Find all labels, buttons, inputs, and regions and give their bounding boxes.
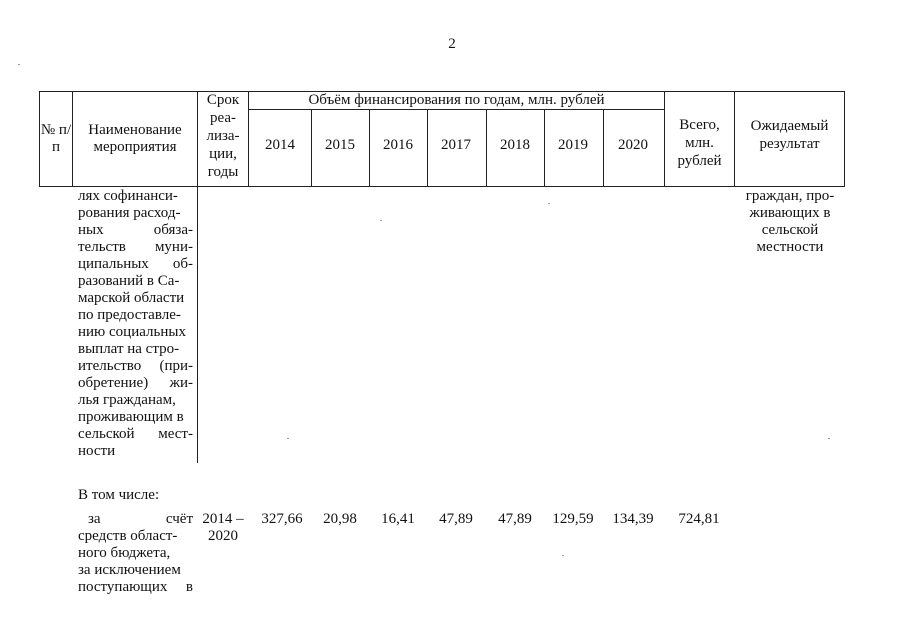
table-divider (486, 109, 487, 187)
header-year: 2016 (383, 137, 413, 153)
row2-value: 327,66 (261, 511, 303, 527)
header-year: 2015 (325, 137, 355, 153)
table-divider (197, 91, 198, 463)
table-border-top (39, 91, 845, 92)
table-divider (72, 91, 73, 187)
table-border-right (844, 91, 845, 187)
table-border-left (39, 91, 40, 187)
table-divider (311, 109, 312, 187)
row2-total: 724,81 (678, 511, 720, 527)
scan-speck (548, 203, 550, 204)
scan-speck (828, 438, 830, 439)
row2-value: 134,39 (612, 511, 654, 527)
page-number: 2 (448, 36, 456, 52)
header-funding-group: Объём финансирования по годам, млн. рубл… (308, 92, 605, 108)
scan-speck (18, 64, 20, 65)
table-divider (664, 91, 665, 187)
scan-speck (562, 555, 564, 556)
header-col-name: Наименование мероприятия (88, 122, 182, 155)
row2-value: 47,89 (498, 511, 532, 527)
scan-speck (380, 220, 382, 221)
header-year: 2020 (618, 137, 648, 153)
table-divider (603, 109, 604, 187)
header-bottom-line (39, 186, 845, 187)
table-divider (427, 109, 428, 187)
table-divider (369, 109, 370, 187)
header-year: 2017 (441, 137, 471, 153)
header-year: 2014 (265, 137, 295, 153)
header-year: 2018 (500, 137, 530, 153)
table-divider (734, 91, 735, 187)
group-header-underline (248, 109, 664, 110)
header-col-number: № п/п (40, 122, 72, 155)
row2-value: 47,89 (439, 511, 473, 527)
table-divider (544, 109, 545, 187)
row2-value: 16,41 (381, 511, 415, 527)
row2-value: 129,59 (552, 511, 594, 527)
header-year: 2019 (558, 137, 588, 153)
scan-speck (287, 438, 289, 439)
including-label: В том числе: (78, 487, 160, 503)
table-divider (248, 91, 249, 187)
row2-value: 20,98 (323, 511, 357, 527)
